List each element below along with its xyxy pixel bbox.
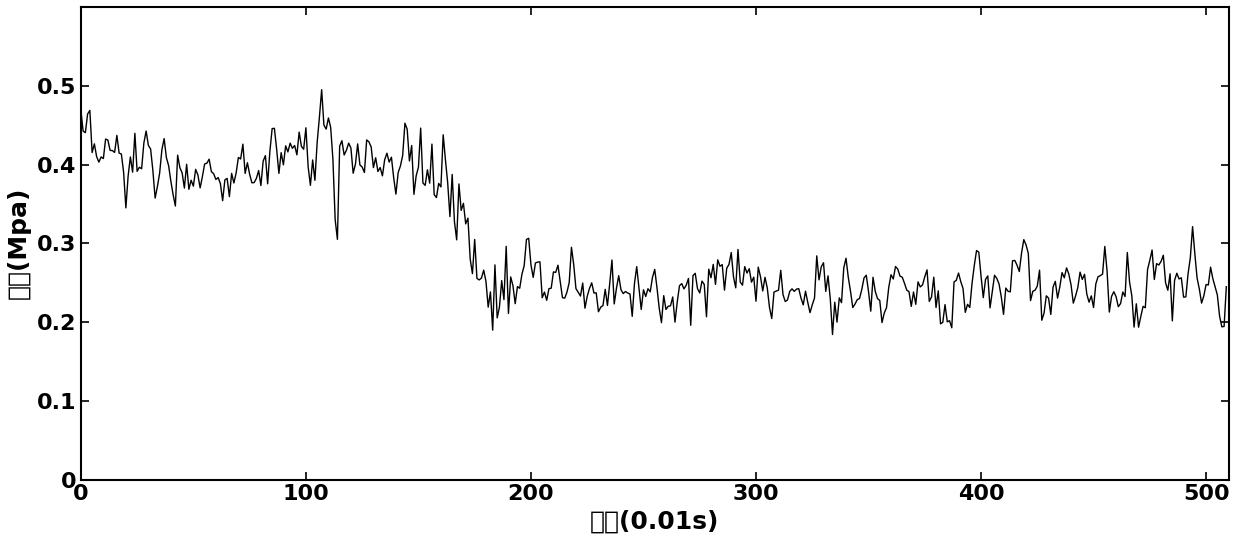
- Y-axis label: 压力(Mpa): 压力(Mpa): [7, 187, 31, 300]
- X-axis label: 时间(0.01s): 时间(0.01s): [590, 510, 719, 534]
